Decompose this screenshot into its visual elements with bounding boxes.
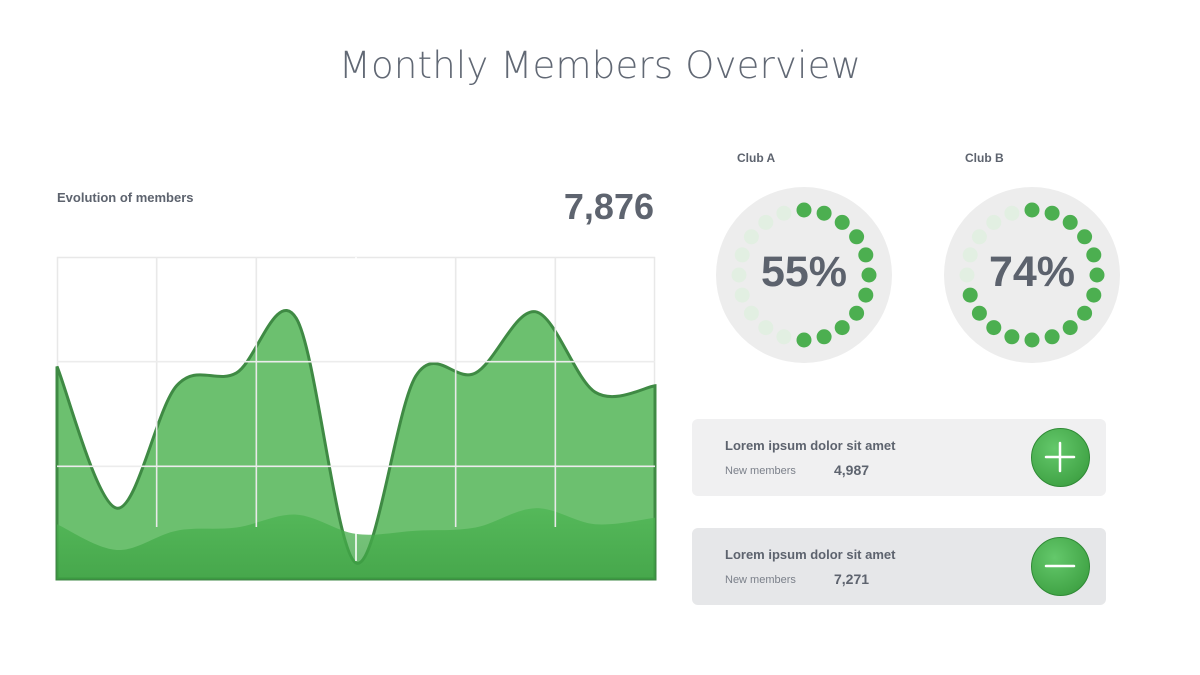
progress-dot-active — [1086, 247, 1102, 263]
progress-dot-active — [1062, 214, 1078, 230]
progress-dot-inactive — [743, 305, 759, 321]
progress-dot-inactive — [758, 214, 774, 230]
stat-card-value: 4,987 — [834, 462, 870, 478]
stat-card-title: Lorem ipsum dolor sit amet — [725, 547, 896, 562]
progress-dot-inactive — [743, 229, 759, 245]
stat-card-subtitle: New members — [725, 465, 796, 477]
progress-dot-active — [858, 247, 874, 263]
progress-dot-inactive — [1004, 205, 1020, 221]
chart-grid — [57, 257, 655, 561]
members-total: 7,876 — [563, 186, 654, 227]
progress-dot-inactive — [758, 320, 774, 336]
club-b-percent: 74% — [988, 248, 1076, 296]
progress-dot-active — [1089, 267, 1105, 283]
plus-button[interactable] — [1031, 428, 1090, 487]
progress-dot-active — [1044, 329, 1060, 345]
progress-dot-inactive — [986, 214, 1002, 230]
progress-dot-inactive — [971, 229, 987, 245]
plus-icon — [1044, 441, 1076, 473]
progress-dot-active — [834, 320, 850, 336]
club-b-label: Club B — [965, 151, 1004, 165]
progress-dot-active — [1077, 305, 1093, 321]
progress-dot-active — [971, 305, 987, 321]
chart-title: Evolution of members — [57, 190, 194, 205]
progress-dot-active — [861, 267, 877, 283]
club-b-gauge: 74% — [944, 187, 1120, 363]
stat-card-title: Lorem ipsum dolor sit amet — [725, 438, 896, 453]
progress-dot-active — [849, 305, 865, 321]
progress-dot-inactive — [734, 247, 750, 263]
stat-card-value: 7,271 — [834, 571, 870, 587]
club-a-label: Club A — [737, 151, 776, 165]
progress-dot-active — [796, 202, 812, 218]
progress-dot-inactive — [734, 287, 750, 303]
club-a-percent: 55% — [760, 248, 848, 296]
progress-dot-active — [1077, 229, 1093, 245]
progress-dot-inactive — [962, 247, 978, 263]
progress-dot-active — [816, 205, 832, 221]
progress-dot-inactive — [731, 267, 747, 283]
progress-dot-active — [1024, 202, 1040, 218]
progress-dot-active — [1086, 287, 1102, 303]
club-b-dot-ring — [959, 202, 1105, 348]
progress-dot-active — [796, 332, 812, 348]
progress-dot-active — [1024, 332, 1040, 348]
minus-button[interactable] — [1031, 537, 1090, 596]
progress-dot-active — [1004, 329, 1020, 345]
progress-dot-active — [858, 287, 874, 303]
progress-dot-active — [834, 214, 850, 230]
progress-dot-inactive — [776, 205, 792, 221]
stat-card-decrease: Lorem ipsum dolor sit amet New members 7… — [692, 528, 1106, 605]
progress-dot-active — [1062, 320, 1078, 336]
minus-icon — [1044, 564, 1076, 568]
progress-dot-active — [849, 229, 865, 245]
progress-dot-active — [962, 287, 978, 303]
page-title: Monthly Members Overview — [338, 44, 862, 87]
club-a-dot-ring — [731, 202, 877, 348]
progress-dot-inactive — [959, 267, 975, 283]
club-a-gauge: 55% — [716, 187, 892, 363]
stat-card-increase: Lorem ipsum dolor sit amet New members 4… — [692, 419, 1106, 496]
progress-dot-active — [816, 329, 832, 345]
members-area-chart — [55, 256, 657, 581]
progress-dot-active — [1044, 205, 1060, 221]
progress-dot-inactive — [776, 329, 792, 345]
progress-dot-active — [986, 320, 1002, 336]
stat-card-subtitle: New members — [725, 574, 796, 586]
